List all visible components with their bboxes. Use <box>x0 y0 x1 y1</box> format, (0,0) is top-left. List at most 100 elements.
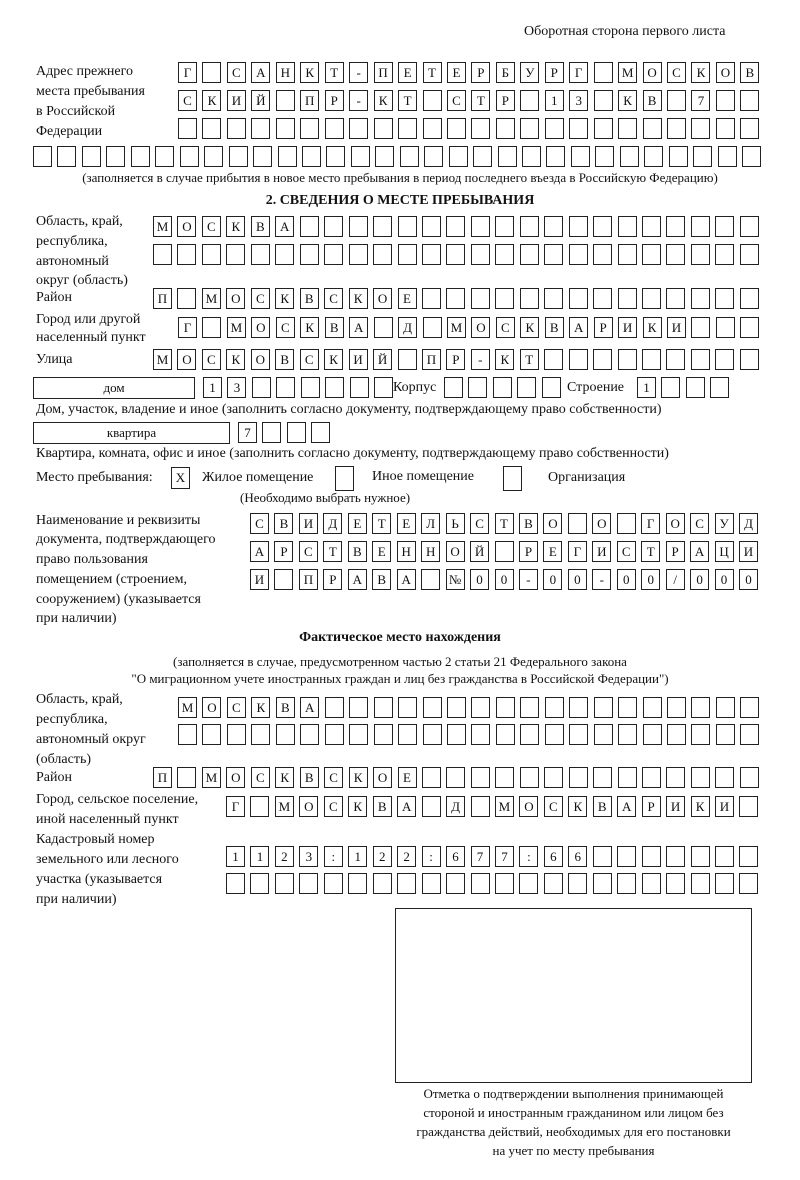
letter-cell[interactable] <box>661 377 681 398</box>
letter-cell[interactable]: С <box>201 216 221 237</box>
letter-cell[interactable]: М <box>494 796 514 817</box>
letter-cell[interactable] <box>541 377 561 398</box>
place-checkbox-residential[interactable]: Х <box>171 467 190 489</box>
letter-cell[interactable] <box>446 697 466 718</box>
letter-cell[interactable] <box>715 767 735 788</box>
letter-cell[interactable] <box>179 146 199 167</box>
letter-cell[interactable]: К <box>324 349 344 370</box>
letter-cell[interactable] <box>202 317 222 338</box>
letter-cell[interactable]: 7 <box>238 422 257 443</box>
letter-cell[interactable]: П <box>153 288 172 309</box>
letter-cell[interactable] <box>739 796 759 817</box>
letter-cell[interactable]: Д <box>446 796 466 817</box>
letter-cell[interactable] <box>569 118 589 139</box>
letter-cell[interactable] <box>251 377 271 398</box>
letter-cell[interactable]: Г <box>226 796 245 817</box>
letter-cell[interactable] <box>685 377 705 398</box>
letter-cell[interactable] <box>568 288 588 309</box>
letter-cell[interactable] <box>519 767 539 788</box>
letter-cell[interactable] <box>740 118 760 139</box>
letter-cell[interactable] <box>250 796 270 817</box>
letter-cell[interactable]: Т <box>471 90 491 111</box>
letter-cell[interactable]: 0 <box>714 569 734 590</box>
letter-cell[interactable]: А <box>617 796 637 817</box>
letter-cell[interactable] <box>715 288 735 309</box>
letter-cell[interactable] <box>226 118 246 139</box>
letter-cell[interactable]: Б <box>495 62 515 83</box>
letter-cell[interactable] <box>398 697 418 718</box>
letter-cell[interactable]: С <box>667 62 686 83</box>
letter-cell[interactable]: С <box>250 767 270 788</box>
letter-cell[interactable]: И <box>226 90 246 111</box>
letter-cell[interactable]: А <box>396 569 416 590</box>
letter-cell[interactable]: 0 <box>616 569 636 590</box>
letter-cell[interactable]: Н <box>421 541 441 562</box>
letter-cell[interactable] <box>739 846 759 867</box>
letter-cell[interactable] <box>495 244 515 265</box>
letter-cell[interactable] <box>617 349 637 370</box>
letter-cell[interactable]: Д <box>398 317 418 338</box>
letter-cell[interactable] <box>373 216 393 237</box>
letter-cell[interactable] <box>691 118 711 139</box>
letter-cell[interactable] <box>421 244 441 265</box>
letter-cell[interactable]: В <box>299 288 319 309</box>
letter-cell[interactable]: Р <box>324 90 344 111</box>
letter-cell[interactable]: 2 <box>274 846 294 867</box>
letter-cell[interactable] <box>495 724 515 745</box>
letter-cell[interactable] <box>593 767 613 788</box>
letter-cell[interactable] <box>300 377 320 398</box>
letter-cell[interactable]: - <box>349 62 369 83</box>
letter-cell[interactable]: Т <box>323 541 343 562</box>
letter-cell[interactable]: С <box>324 288 344 309</box>
letter-cell[interactable]: 6 <box>568 846 588 867</box>
letter-cell[interactable] <box>592 873 612 894</box>
letter-cell[interactable] <box>421 288 441 309</box>
letter-cell[interactable]: Т <box>398 90 418 111</box>
letter-cell[interactable]: Р <box>665 541 685 562</box>
place-checkbox-organization[interactable] <box>503 466 522 491</box>
letter-cell[interactable]: К <box>373 90 393 111</box>
letter-cell[interactable]: Р <box>446 349 466 370</box>
letter-cell[interactable]: Е <box>543 541 563 562</box>
letter-cell[interactable] <box>446 724 466 745</box>
letter-cell[interactable] <box>690 216 710 237</box>
letter-cell[interactable] <box>177 767 197 788</box>
letter-cell[interactable]: К <box>251 697 271 718</box>
letter-cell[interactable]: М <box>153 216 172 237</box>
letter-cell[interactable] <box>444 377 463 398</box>
letter-cell[interactable] <box>448 146 468 167</box>
letter-cell[interactable] <box>399 146 419 167</box>
letter-cell[interactable]: А <box>397 796 417 817</box>
letter-cell[interactable]: Т <box>494 513 514 534</box>
letter-cell[interactable]: Е <box>446 62 466 83</box>
letter-cell[interactable]: Д <box>323 513 343 534</box>
letter-cell[interactable]: 0 <box>494 569 514 590</box>
letter-cell[interactable] <box>349 377 369 398</box>
letter-cell[interactable] <box>715 90 735 111</box>
letter-cell[interactable]: К <box>568 796 588 817</box>
letter-cell[interactable] <box>397 216 417 237</box>
letter-cell[interactable]: Р <box>593 317 613 338</box>
letter-cell[interactable]: П <box>300 90 320 111</box>
letter-cell[interactable]: М <box>178 697 197 718</box>
letter-cell[interactable] <box>567 513 587 534</box>
letter-cell[interactable]: 0 <box>567 569 587 590</box>
letter-cell[interactable] <box>715 724 735 745</box>
letter-cell[interactable]: А <box>275 216 295 237</box>
letter-cell[interactable]: № <box>445 569 465 590</box>
letter-cell[interactable]: М <box>618 62 638 83</box>
letter-cell[interactable] <box>350 146 370 167</box>
letter-cell[interactable] <box>253 146 273 167</box>
letter-cell[interactable] <box>544 697 564 718</box>
letter-cell[interactable] <box>739 767 759 788</box>
letter-cell[interactable] <box>324 118 344 139</box>
letter-cell[interactable]: А <box>300 697 320 718</box>
letter-cell[interactable] <box>348 873 368 894</box>
letter-cell[interactable]: У <box>520 62 540 83</box>
letter-cell[interactable] <box>740 317 760 338</box>
letter-cell[interactable]: Г <box>178 317 197 338</box>
letter-cell[interactable]: М <box>446 317 466 338</box>
letter-cell[interactable] <box>275 90 295 111</box>
letter-cell[interactable]: 0 <box>543 569 563 590</box>
letter-cell[interactable]: О <box>251 317 271 338</box>
